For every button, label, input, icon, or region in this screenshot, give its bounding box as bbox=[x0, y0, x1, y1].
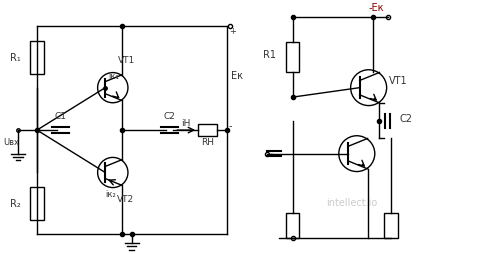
FancyBboxPatch shape bbox=[30, 187, 44, 220]
Text: intellect.io: intellect.io bbox=[326, 198, 377, 208]
Text: Eк: Eк bbox=[231, 71, 243, 81]
Text: R₁: R₁ bbox=[10, 53, 21, 63]
Text: C1: C1 bbox=[55, 112, 67, 121]
Text: VT2: VT2 bbox=[116, 194, 134, 203]
Text: iк₁: iк₁ bbox=[108, 72, 119, 81]
Text: -Eк: -Eк bbox=[369, 3, 384, 13]
Text: +: + bbox=[229, 27, 236, 36]
FancyBboxPatch shape bbox=[30, 41, 44, 74]
Text: C2: C2 bbox=[399, 113, 412, 123]
FancyBboxPatch shape bbox=[286, 43, 299, 73]
Text: RН: RН bbox=[201, 138, 214, 147]
Text: R1: R1 bbox=[263, 50, 276, 60]
FancyBboxPatch shape bbox=[286, 213, 299, 239]
FancyBboxPatch shape bbox=[198, 125, 217, 136]
Text: iН: iН bbox=[182, 119, 191, 128]
Text: iк₂: iк₂ bbox=[106, 189, 116, 198]
Text: VT1: VT1 bbox=[117, 56, 135, 65]
Text: Uвх: Uвх bbox=[3, 138, 19, 147]
Text: VT1: VT1 bbox=[389, 76, 408, 86]
Text: C2: C2 bbox=[164, 112, 176, 121]
Text: R₂: R₂ bbox=[10, 198, 21, 208]
Text: -: - bbox=[229, 120, 232, 130]
FancyBboxPatch shape bbox=[384, 213, 398, 239]
